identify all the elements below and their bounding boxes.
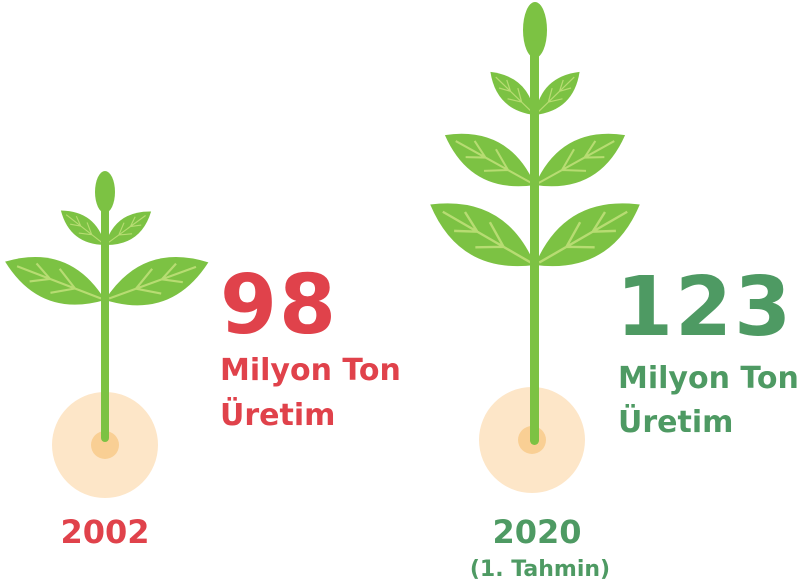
unit: Milyon Ton [618, 361, 799, 396]
plant-2002 [0, 171, 216, 498]
unit: Milyon Ton [220, 353, 401, 388]
infographic: 98 Milyon Ton Üretim 2002 123 Milyon Ton… [0, 0, 802, 584]
value: 98 [220, 258, 338, 353]
year: 2002 [60, 513, 149, 551]
year: 2020 [492, 513, 581, 551]
label: Üretim [618, 403, 733, 440]
value: 123 [616, 260, 793, 355]
label: Üretim [220, 396, 335, 433]
note: (1. Tahmin) [470, 557, 610, 582]
plant-2020 [419, 2, 652, 493]
